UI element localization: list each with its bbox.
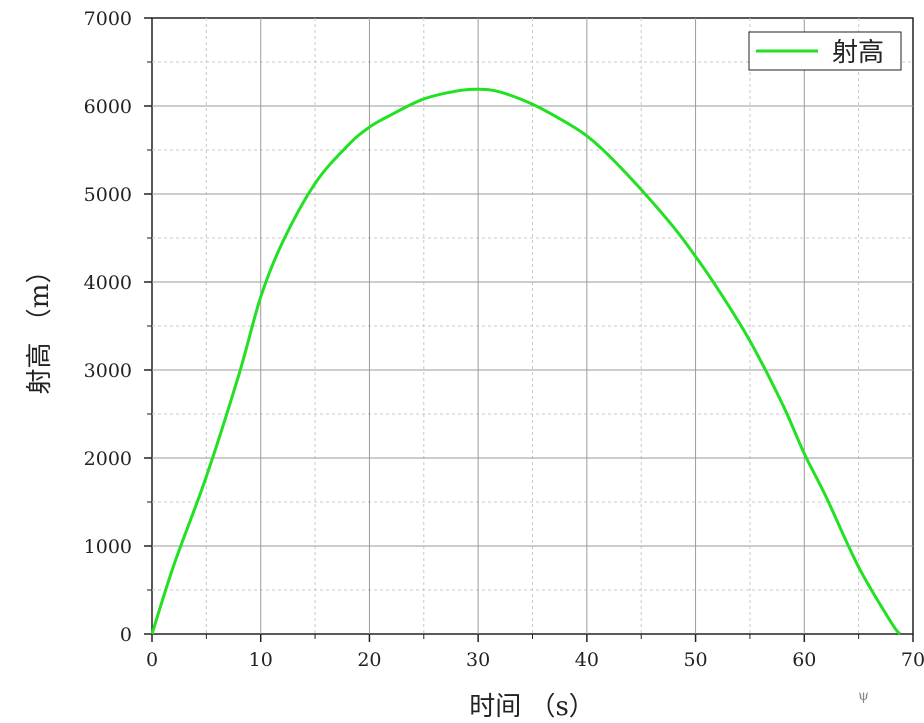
y-tick-labels: 0 1000 2000 3000 4000 5000 6000 7000 [84,8,132,646]
legend: 射高 [748,31,902,71]
x-tick-label: 50 [683,649,707,671]
y-axis-title: 射高 （m） [25,258,55,395]
series-group [150,87,902,635]
grid [152,18,913,634]
x-tick-label: 30 [466,649,490,671]
y-tick-label: 3000 [84,360,132,382]
x-tick-labels: 0 10 20 30 40 50 60 70 [146,649,924,671]
x-tick-label: 20 [357,649,381,671]
x-tick-label: 0 [146,649,158,671]
x-tick-label: 60 [792,649,816,671]
legend-label: 射高 [832,38,884,68]
series-line [150,87,902,635]
x-tick-label: 70 [901,649,924,671]
x-axis-title: 时间 （s） [469,692,595,722]
y-tick-label: 0 [120,624,132,646]
y-tick-label: 2000 [84,448,132,470]
y-tick-label: 4000 [84,272,132,294]
corner-mark: ψ [858,688,869,704]
x-tick-label: 40 [575,649,599,671]
y-tick-label: 1000 [84,536,132,558]
y-tick-label: 7000 [84,8,132,30]
y-tick-label: 5000 [84,184,132,206]
x-tick-label: 10 [249,649,273,671]
axis-ticks [144,17,914,642]
y-tick-label: 6000 [84,96,132,118]
